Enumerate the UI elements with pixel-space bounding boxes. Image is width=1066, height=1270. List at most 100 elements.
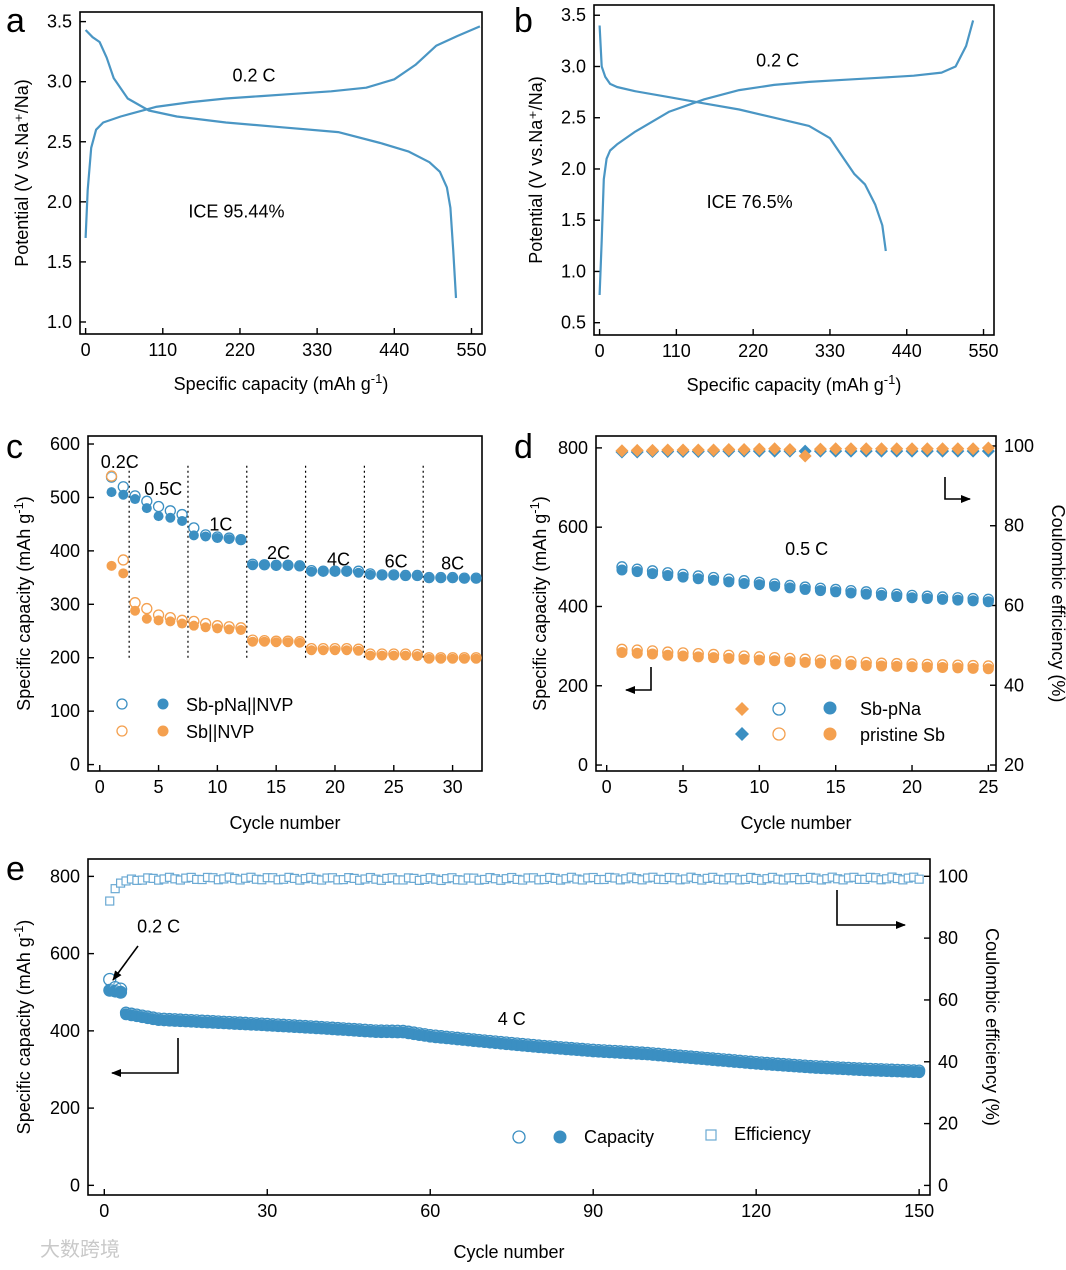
y2-tick-label: 20 <box>1004 755 1024 775</box>
data-point <box>141 503 152 514</box>
data-point <box>891 591 903 603</box>
x-tick-label: 110 <box>662 341 691 361</box>
rate-label: 8C <box>441 554 464 574</box>
rate-label: 1C <box>209 515 232 535</box>
data-point <box>937 593 949 605</box>
panel-label: e <box>6 850 25 888</box>
plot-frame <box>79 11 483 335</box>
x-tick-label: 0 <box>595 341 605 361</box>
legend-label: Sb-pNa <box>860 699 922 719</box>
y-tick-label: 400 <box>50 1021 80 1041</box>
data-point <box>365 650 376 661</box>
data-point <box>769 580 781 592</box>
data-point <box>365 569 376 580</box>
x-tick-label: 10 <box>207 777 227 797</box>
x-tick-label: 5 <box>678 777 688 797</box>
legend-label: Sb||NVP <box>186 722 254 742</box>
x-tick-label: 550 <box>456 340 486 360</box>
y-tick-label: 0 <box>70 755 80 775</box>
data-point <box>830 586 842 598</box>
data-point <box>177 515 188 526</box>
legend-label: Capacity <box>584 1127 654 1147</box>
x-axis-label: Cycle number <box>229 813 340 833</box>
x-tick-label: 220 <box>738 341 768 361</box>
legend-marker <box>772 702 786 716</box>
y-tick-label: 2.0 <box>47 192 72 212</box>
x-tick-label: 20 <box>902 777 922 797</box>
y2-tick-label: 60 <box>938 990 958 1010</box>
data-point <box>447 573 458 584</box>
ce-point <box>813 442 827 456</box>
ce-point <box>829 442 843 456</box>
ce-point <box>707 443 721 457</box>
data-point <box>799 583 811 595</box>
data-point <box>967 595 979 607</box>
x-tick-label: 15 <box>266 777 286 797</box>
panel-label: d <box>514 428 533 466</box>
data-point <box>967 662 979 674</box>
data-point <box>224 534 235 545</box>
y-axis-label: Specific capacity (mAh g-1) <box>11 920 34 1135</box>
efficiency-point <box>110 884 120 894</box>
y-tick-label: 800 <box>558 438 588 458</box>
data-point <box>388 570 399 581</box>
data-point <box>646 568 658 580</box>
x-tick-label: 30 <box>257 1201 277 1221</box>
data-point <box>188 530 199 541</box>
legend-marker <box>772 727 786 741</box>
data-point <box>860 588 872 600</box>
annotation: 0.5 C <box>785 539 828 559</box>
data-point <box>708 652 720 664</box>
data-point <box>259 560 270 571</box>
data-point <box>982 596 994 608</box>
legend-marker <box>823 701 837 715</box>
y2-tick-label: 0 <box>938 1175 948 1195</box>
rate-label: 0.2C <box>101 452 139 472</box>
x-tick-label: 330 <box>302 340 332 360</box>
x-tick-label: 25 <box>384 777 404 797</box>
data-point <box>282 560 293 571</box>
data-point <box>412 570 423 581</box>
data-point <box>235 624 246 635</box>
data-point <box>247 636 258 647</box>
data-point <box>769 655 781 667</box>
data-point <box>153 615 164 626</box>
data-point <box>753 579 765 591</box>
data-point <box>471 653 482 664</box>
data-point <box>235 535 246 546</box>
annotation: ICE 95.44% <box>188 201 284 221</box>
data-point <box>662 649 674 661</box>
data-point <box>875 660 887 672</box>
y-tick-label: 2.5 <box>47 132 72 152</box>
legend-marker <box>823 727 837 741</box>
y-tick-label: 600 <box>558 517 588 537</box>
data-point <box>318 566 329 577</box>
x-tick-label: 0 <box>602 777 612 797</box>
data-point <box>165 512 176 523</box>
y-tick-label: 300 <box>50 594 80 614</box>
y-tick-label: 400 <box>558 596 588 616</box>
panel-label: c <box>6 428 23 466</box>
data-point <box>341 566 352 577</box>
ce-point <box>752 442 766 456</box>
x-tick-label: 25 <box>978 777 998 797</box>
y-tick-label: 400 <box>50 541 80 561</box>
x-axis-label: Specific capacity (mAh g-1) <box>687 372 902 395</box>
y-tick-label: 1.5 <box>47 252 72 272</box>
data-point <box>982 663 994 675</box>
y-tick-label: 3.0 <box>47 72 72 92</box>
data-point <box>738 653 750 665</box>
y-axis-label: Specific capacity (mAh g-1) <box>11 496 34 711</box>
y2-tick-label: 80 <box>1004 516 1024 536</box>
x-tick-label: 0 <box>95 777 105 797</box>
axis-arrow-right <box>836 890 906 929</box>
y2-tick-label: 40 <box>938 1052 958 1072</box>
ce-point <box>981 441 995 455</box>
data-point <box>616 646 628 658</box>
data-point <box>937 662 949 674</box>
data-point <box>845 587 857 599</box>
data-point <box>631 566 643 578</box>
data-point <box>306 566 317 577</box>
y2-tick-label: 60 <box>1004 595 1024 615</box>
